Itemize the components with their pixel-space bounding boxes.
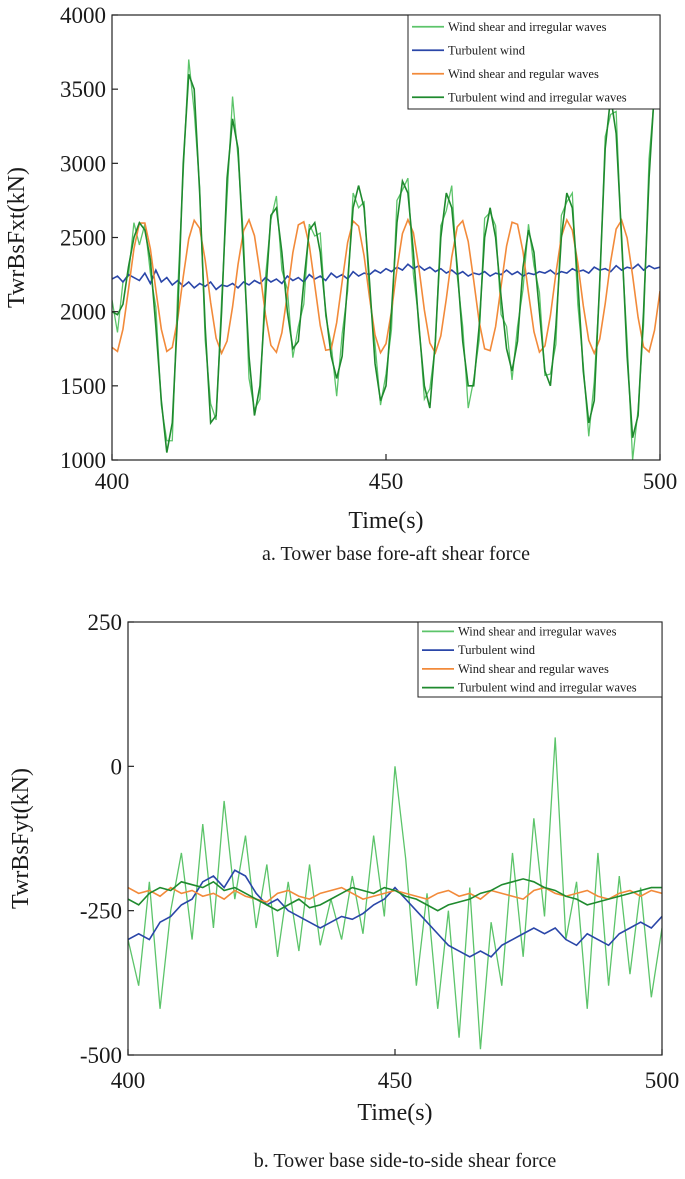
series-line (112, 74, 660, 453)
legend-box (407, 14, 661, 110)
y-tick-label: 4000 (60, 3, 106, 28)
x-tick-label: 450 (378, 1068, 413, 1093)
x-tick-label: 450 (369, 469, 404, 494)
y-tick-label: 2000 (60, 300, 106, 325)
y-tick-label: -250 (80, 899, 122, 924)
chart: 1000 1500 2000 2500 3000 3500 4000 400 450 500 Tim… (4, 3, 677, 565)
caption: b. Tower base side-to-side shear force (254, 1150, 557, 1172)
y-tick-label: 3000 (60, 151, 106, 176)
series-line (128, 878, 662, 912)
y-tick-label: 0 (111, 754, 123, 779)
y-tick-label: 2500 (60, 226, 106, 251)
x-tick-label: 400 (111, 1068, 146, 1093)
x-tick-label: 500 (645, 1068, 680, 1093)
y-tick-label: 1000 (60, 448, 106, 473)
y-axis-label: TwrBsFyt(kN) (8, 768, 34, 909)
legend-label: Wind shear and irregular waves (458, 624, 617, 638)
legend-label: Turbulent wind (458, 643, 536, 657)
x-tick-label: 400 (95, 469, 130, 494)
legend-label: Turbulent wind (448, 43, 526, 57)
series-line (112, 217, 660, 356)
legend-label: Wind shear and regular waves (458, 662, 609, 676)
chart: -500 -250 0 250 400 450 500 Time(s) TwrBsFyt(kN)… (8, 610, 679, 1172)
series-line (128, 869, 662, 958)
x-axis-label: Time(s) (357, 1100, 432, 1126)
x-axis-label: Time(s) (348, 508, 423, 534)
legend-label: Wind shear and irregular waves (448, 20, 607, 34)
x-tick-label: 500 (643, 469, 678, 494)
legend-label: Wind shear and regular waves (448, 67, 599, 81)
y-tick-label: -500 (80, 1043, 122, 1068)
legend-box (417, 621, 663, 698)
y-axis-label: TwrBsFxt(kN) (4, 167, 30, 308)
y-tick-label: 3500 (60, 77, 106, 102)
legend-label: Turbulent wind and irregular waves (458, 681, 637, 695)
legend-label: Turbulent wind and irregular waves (448, 90, 627, 104)
caption: a. Tower base fore-aft shear force (262, 543, 530, 565)
y-tick-label: 1500 (60, 374, 106, 399)
y-tick-label: 250 (88, 610, 123, 635)
